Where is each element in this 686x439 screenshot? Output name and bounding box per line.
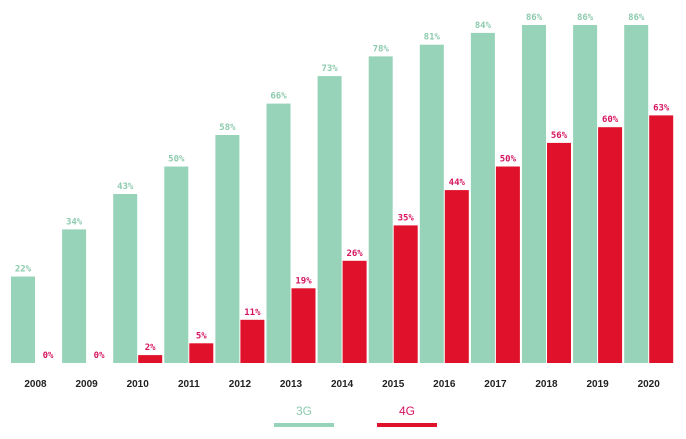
bar-3g-2013: [266, 103, 291, 363]
x-tick-label-2018: 2018: [535, 379, 558, 390]
bar-3g-2011: [164, 166, 189, 363]
value-label-4g-2010: 2%: [145, 343, 156, 353]
bar-3g-2009: [62, 229, 87, 363]
bar-4g-2012: [240, 319, 265, 363]
value-label-4g-2017: 50%: [500, 155, 517, 165]
value-label-3g-2009: 34%: [66, 217, 83, 227]
x-tick-label-2014: 2014: [331, 379, 354, 390]
bar-4g-2019: [598, 127, 623, 363]
value-label-4g-2014: 26%: [346, 249, 363, 259]
bar-4g-2016: [444, 190, 469, 363]
value-label-3g-2012: 58%: [219, 123, 236, 133]
legend: 3G 4G: [0, 403, 686, 433]
value-label-4g-2018: 56%: [551, 131, 568, 141]
bar-4g-2017: [495, 166, 520, 363]
value-label-3g-2008: 22%: [15, 265, 32, 275]
value-label-3g-2015: 78%: [373, 44, 390, 54]
value-label-3g-2019: 86%: [577, 13, 594, 23]
bar-3g-2008: [11, 276, 35, 363]
value-label-4g-2013: 19%: [295, 276, 312, 286]
legend-item-4g: 4G: [377, 403, 437, 427]
value-label-3g-2018: 86%: [526, 13, 543, 23]
bar-4g-2011: [189, 343, 214, 363]
legend-swatch-3g: [274, 423, 334, 427]
bar-4g-2018: [547, 142, 571, 363]
value-label-3g-2017: 84%: [475, 21, 492, 31]
value-label-3g-2010: 43%: [117, 182, 134, 192]
value-label-4g-2019: 60%: [602, 115, 619, 125]
x-tick-label-2013: 2013: [280, 379, 303, 390]
bar-3g-2019: [573, 25, 598, 363]
legend-label-3g: 3G: [295, 404, 312, 418]
value-label-3g-2014: 73%: [321, 64, 338, 74]
value-label-4g-2009: 0%: [94, 351, 105, 361]
x-tick-label-2015: 2015: [382, 379, 405, 390]
value-label-3g-2016: 81%: [424, 33, 441, 43]
value-label-3g-2020: 86%: [628, 13, 645, 23]
bar-3g-2012: [215, 135, 240, 363]
x-tick-label-2020: 2020: [638, 379, 661, 390]
x-tick-label-2009: 2009: [75, 379, 98, 390]
x-tick-label-2010: 2010: [127, 379, 150, 390]
bar-4g-2013: [291, 288, 316, 363]
bar-4g-2014: [342, 260, 367, 363]
chart-svg: 22% 0% 2008 34% 0% 2009 43% 2% 2010 50% 5% 2011 58% 1…: [11, 13, 674, 390]
bar-3g-2015: [368, 56, 393, 364]
value-label-3g-2011: 50%: [168, 155, 185, 165]
bar-4g-2015: [393, 225, 418, 363]
legend-label-4g: 4G: [398, 404, 415, 418]
bar-3g-2020: [624, 25, 649, 363]
x-tick-label-2019: 2019: [586, 379, 609, 390]
bar-3g-2017: [470, 32, 495, 364]
x-tick-label-2016: 2016: [433, 379, 456, 390]
bar-3g-2014: [317, 76, 342, 363]
bar-3g-2018: [522, 25, 546, 363]
legend-item-3g: 3G: [274, 403, 334, 427]
bar-4g-2020: [649, 115, 674, 364]
value-label-4g-2011: 5%: [196, 331, 207, 341]
value-label-4g-2015: 35%: [398, 213, 415, 223]
value-label-4g-2008: 0%: [43, 351, 54, 361]
bar-3g-2016: [419, 44, 444, 363]
value-label-4g-2020: 63%: [653, 103, 670, 113]
x-tick-label-2011: 2011: [178, 379, 200, 390]
value-label-4g-2016: 44%: [449, 178, 466, 188]
x-tick-label-2012: 2012: [229, 379, 252, 390]
value-label-3g-2013: 66%: [270, 92, 287, 102]
bar-3g-2010: [113, 194, 138, 363]
bar-4g-2010: [138, 355, 163, 363]
x-tick-label-2017: 2017: [484, 379, 507, 390]
value-label-4g-2012: 11%: [244, 308, 261, 318]
x-tick-label-2008: 2008: [24, 379, 47, 390]
legend-swatch-4g: [377, 423, 437, 427]
